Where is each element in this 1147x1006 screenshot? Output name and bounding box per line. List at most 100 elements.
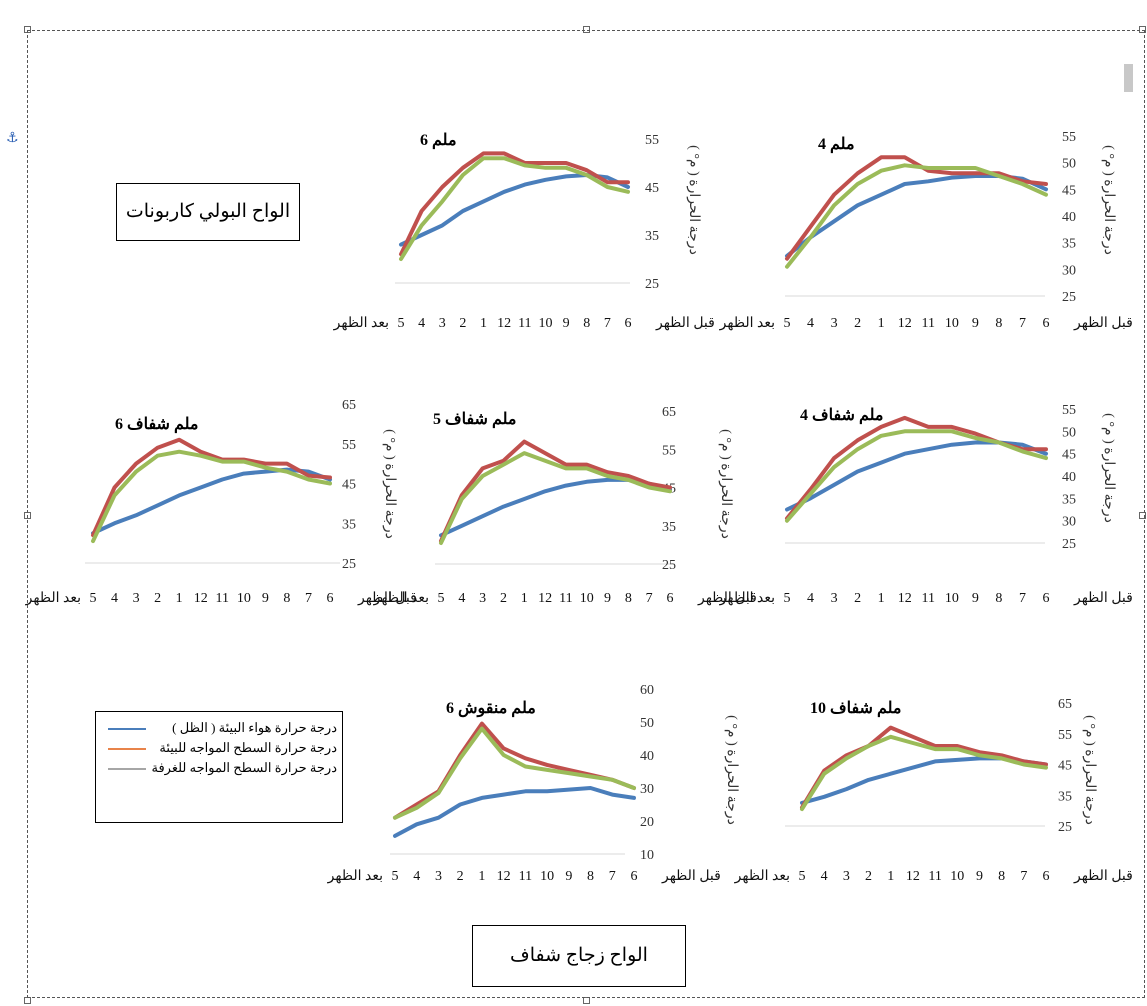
x-tick-label: 3 <box>843 869 850 884</box>
x-tick-label: 6 <box>1043 316 1050 331</box>
y-axis-label: درجة الحرارة ( م° ) <box>382 429 397 539</box>
x-last-label: بعد الظهر <box>734 869 790 884</box>
anchor-icon[interactable]: ⚓ <box>6 130 19 146</box>
y-tick-label: 55 <box>342 438 356 453</box>
y-axis-label: درجة الحرارة ( م° ) <box>724 715 739 825</box>
x-tick-label: 4 <box>458 591 465 606</box>
resize-handle[interactable] <box>583 26 590 33</box>
x-tick-label: 1 <box>478 869 485 884</box>
y-axis-label: درجة الحرارة ( م° ) <box>1101 413 1116 523</box>
series-line-inner <box>800 734 1048 812</box>
x-last-label: بعد الظهر <box>719 316 775 331</box>
y-tick-label: 40 <box>1062 210 1076 225</box>
y-tick-label: 65 <box>342 398 356 413</box>
y-axis-label: درجة الحرارة ( م° ) <box>1101 145 1116 255</box>
x-tick-label: 12 <box>898 316 912 331</box>
x-tick-label: 2 <box>459 316 466 331</box>
series-line-outer <box>439 439 672 543</box>
x-tick-label: 8 <box>587 869 594 884</box>
legend-label: درجة حرارة السطح المواجه للبيئة <box>159 740 337 755</box>
series-line-outer <box>785 155 1048 261</box>
chart-title: 5 ملم شفاف <box>433 411 516 429</box>
x-tick-label: 4 <box>807 591 814 606</box>
series-line-air <box>393 786 636 838</box>
y-tick-label: 30 <box>1062 515 1076 530</box>
x-tick-label: 6 <box>1043 869 1050 884</box>
x-tick-label: 11 <box>518 316 531 331</box>
chart-frame[interactable] <box>27 30 1145 998</box>
y-tick-label: 30 <box>1062 263 1076 278</box>
x-tick-label: 5 <box>398 316 405 331</box>
x-tick-label: 11 <box>922 316 935 331</box>
y-tick-label: 40 <box>640 749 654 764</box>
y-tick-label: 10 <box>640 848 654 863</box>
series-line-outer <box>399 151 630 257</box>
x-first-label: قبل الظهر <box>697 591 757 606</box>
series-line-outer <box>800 725 1048 810</box>
x-tick-label: 8 <box>995 316 1002 331</box>
x-tick-label: 10 <box>945 591 959 606</box>
x-tick-label: 4 <box>807 316 814 331</box>
y-axis-label: درجة الحرارة ( م° ) <box>686 145 701 255</box>
x-tick-label: 8 <box>995 591 1002 606</box>
y-tick-label: 45 <box>645 181 659 196</box>
y-tick-label: 40 <box>1062 470 1076 485</box>
x-tick-label: 8 <box>283 591 290 606</box>
y-tick-label: 45 <box>342 478 356 493</box>
y-tick-label: 20 <box>640 815 654 830</box>
x-tick-label: 5 <box>784 316 791 331</box>
y-tick-label: 55 <box>1058 728 1072 743</box>
x-tick-label: 10 <box>945 316 959 331</box>
y-axis-label: درجة الحرارة ( م° ) <box>1082 715 1097 825</box>
y-tick-label: 30 <box>640 782 654 797</box>
legend-item: درجة حرارة السطح المواجه للغرفة <box>96 758 342 778</box>
resize-handle[interactable] <box>1139 26 1146 33</box>
x-tick-label: 11 <box>928 869 941 884</box>
y-tick-label: 60 <box>640 683 654 698</box>
x-tick-label: 6 <box>667 591 674 606</box>
x-first-label: قبل الظهر <box>357 591 417 606</box>
x-tick-label: 9 <box>563 316 570 331</box>
glass-label: الواح زجاج شفاف <box>472 925 686 987</box>
x-tick-label: 8 <box>625 591 632 606</box>
legend-swatch <box>108 768 146 770</box>
y-tick-label: 55 <box>1062 403 1076 418</box>
legend-swatch <box>108 728 146 730</box>
x-tick-label: 5 <box>438 591 445 606</box>
y-tick-label: 35 <box>662 520 676 535</box>
x-tick-label: 7 <box>1019 316 1026 331</box>
series-line-air <box>439 477 672 538</box>
x-tick-label: 1 <box>878 316 885 331</box>
y-tick-label: 35 <box>1062 237 1076 252</box>
x-tick-label: 9 <box>262 591 269 606</box>
y-tick-label: 35 <box>645 229 659 244</box>
resize-handle[interactable] <box>1139 512 1146 519</box>
x-tick-label: 12 <box>538 591 552 606</box>
x-tick-label: 1 <box>878 591 885 606</box>
legend-swatch <box>108 748 146 750</box>
x-tick-label: 2 <box>154 591 161 606</box>
x-last-label: بعد الظهر <box>333 316 389 331</box>
x-tick-label: 8 <box>998 869 1005 884</box>
x-tick-label: 12 <box>497 869 511 884</box>
x-tick-label: 7 <box>1020 869 1027 884</box>
x-tick-label: 10 <box>540 869 554 884</box>
series-line-air <box>91 467 332 536</box>
x-tick-label: 9 <box>565 869 572 884</box>
x-tick-label: 3 <box>479 591 486 606</box>
legend: درجة حرارة هواء البيئة ( الظل ) درجة حرا… <box>95 711 343 823</box>
chart-title: 10 ملم شفاف <box>810 700 901 718</box>
x-tick-label: 6 <box>625 316 632 331</box>
y-axis-label: درجة الحرارة ( م° ) <box>718 429 733 539</box>
x-tick-label: 11 <box>519 869 532 884</box>
x-tick-label: 12 <box>898 591 912 606</box>
x-tick-label: 9 <box>976 869 983 884</box>
scrollbar-thumb[interactable] <box>1124 64 1133 92</box>
x-tick-label: 4 <box>413 869 420 884</box>
y-tick-label: 25 <box>1062 537 1076 552</box>
x-tick-label: 3 <box>831 316 838 331</box>
y-tick-label: 35 <box>1062 492 1076 507</box>
